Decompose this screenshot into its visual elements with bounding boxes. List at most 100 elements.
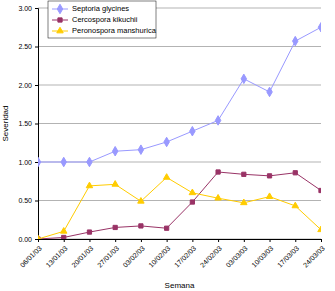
x-tick: 20/01/03 [70,239,94,269]
y-tick-label: 2.50 [18,43,32,50]
series-marker [87,157,92,166]
series-marker [87,230,91,234]
series-marker [293,171,297,175]
legend-marker [58,18,62,22]
x-tick: 27/01/03 [96,239,120,269]
series-marker [113,225,117,229]
x-tick: 17/02/03 [173,239,197,269]
series-marker [138,198,144,204]
x-tick-mark [218,239,219,242]
grid [38,8,321,239]
y-tick-mark [35,239,38,240]
series-marker [319,188,321,192]
x-tick: 17/03/03 [276,239,300,269]
x-tick: 13/01/03 [44,239,68,269]
y-tick-mark [35,124,38,125]
series-marker [318,226,321,232]
x-tick: 10/03/03 [250,239,274,269]
series-marker [62,235,66,239]
x-tick-mark [295,239,296,242]
y-tick-mark [35,47,38,48]
x-tick: 24/03/03 [302,239,326,269]
series-marker [318,23,321,32]
grid-line [38,85,321,86]
series-marker [267,174,271,178]
series-marker [215,194,221,200]
y-tick: 0.50 [18,197,38,204]
series-marker [61,157,66,166]
legend-item: Cercospora kikuchii [52,15,138,24]
x-tick: 03/03/03 [225,239,249,269]
series-marker [164,137,169,146]
x-tick: 24/02/03 [199,239,223,269]
x-tick-mark [192,239,193,242]
series-marker [138,145,143,154]
series-marker [190,126,195,135]
y-tick-label: 1.00 [18,159,32,166]
y-tick-label: 1.50 [18,120,32,127]
series-marker [216,170,220,174]
x-tick-label: 10/03/03 [250,244,274,268]
series-marker [190,200,194,204]
legend: Septoria glycines Cercospora kikuchii Pero… [48,1,157,38]
x-tick-mark [167,239,168,242]
y-tick-mark [35,201,38,202]
y-tick-label: 2.00 [18,82,32,89]
y-tick: 2.00 [18,82,38,89]
series-marker [267,87,272,96]
series-line [38,27,321,162]
x-tick-mark [270,239,271,242]
x-axis-line [39,240,322,243]
x-tick-label: 03/03/03 [225,244,249,268]
y-tick: 0.00 [18,236,38,243]
chart: 0.00 0.50 1.00 1.50 2.00 2.50 3.00 06/01/0313/0… [0,0,335,291]
y-tick-label: 0.00 [18,236,32,243]
x-axis-title: Semana [165,281,195,290]
series-line [38,172,321,239]
y-tick: 3.00 [18,5,38,12]
series-marker [38,157,41,166]
legend-item: Peronospora manshurica [52,26,157,35]
legend-label: Peronospora manshurica [72,26,157,35]
x-tick-label: 17/02/03 [173,244,197,268]
series-line [38,177,321,239]
series-marker [163,174,169,180]
x-tick: 03/02/03 [122,239,146,269]
series-marker [139,224,143,228]
y-tick: 2.50 [18,43,38,50]
x-tick-mark [244,239,245,242]
y-tick-label: 0.50 [18,197,32,204]
y-tick: 1.50 [18,120,38,127]
series-marker [165,226,169,230]
x-tick-mark [38,239,39,242]
plot: 0.00 0.50 1.00 1.50 2.00 2.50 3.00 06/01/0313/0… [18,5,326,269]
legend-label: Septoria glycines [72,4,129,13]
x-tick-label: 17/03/03 [276,244,300,268]
x-tick-mark [64,239,65,242]
series-area [38,23,321,239]
x-tick-label: 24/02/03 [199,244,223,268]
x-axis: 06/01/0313/01/0320/01/0327/01/0303/02/03… [19,239,326,269]
y-tick-mark [35,8,38,9]
series-marker [293,36,298,45]
legend-marker [57,27,63,33]
x-tick: 10/02/03 [147,239,171,269]
series-marker [112,146,117,155]
x-tick-mark [141,239,142,242]
x-tick-label: 06/01/03 [19,244,43,268]
series-marker [189,189,195,195]
series-marker [38,235,41,239]
series-marker [266,193,272,199]
y-axis: 0.00 0.50 1.00 1.50 2.00 2.50 3.00 [18,5,38,243]
x-tick-label: 27/01/03 [96,244,120,268]
y-tick-label: 3.00 [18,5,32,12]
x-tick-mark [321,239,322,242]
legend-label: Cercospora kikuchii [72,15,138,24]
series-marker [241,74,246,83]
grid-line [38,123,321,124]
y-tick-mark [35,162,38,163]
y-tick-mark [35,85,38,86]
series-marker [112,181,118,187]
series-marker [61,228,67,234]
x-tick: 06/01/03 [19,239,43,269]
